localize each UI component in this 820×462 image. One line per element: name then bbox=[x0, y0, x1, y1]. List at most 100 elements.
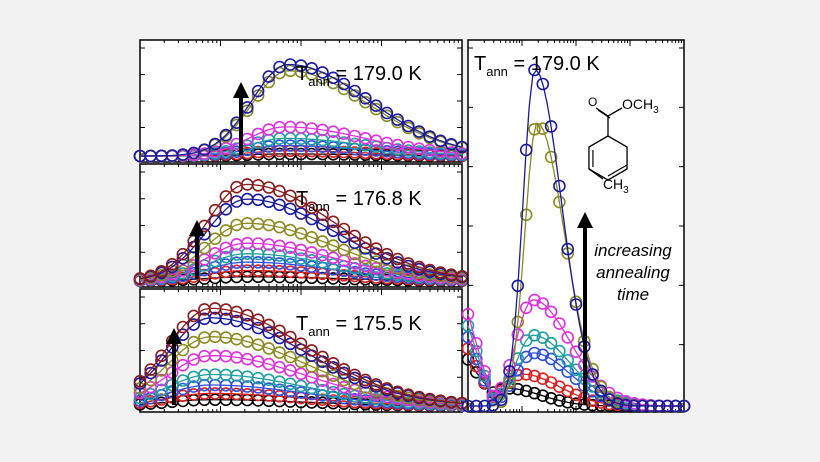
data-point bbox=[305, 62, 319, 75]
data-point bbox=[478, 399, 491, 413]
data-point bbox=[469, 399, 483, 413]
data-point bbox=[553, 317, 566, 330]
data-point bbox=[401, 257, 415, 270]
data-point bbox=[337, 243, 351, 257]
data-point bbox=[219, 224, 233, 237]
data-point bbox=[391, 113, 404, 126]
annealing-arrow bbox=[189, 220, 205, 279]
data-point bbox=[316, 350, 329, 364]
data-point bbox=[469, 336, 483, 350]
series-7 bbox=[133, 302, 469, 410]
temperature-prefix: T bbox=[296, 188, 308, 210]
series-line bbox=[140, 63, 463, 157]
data-point bbox=[553, 344, 566, 358]
data-point bbox=[519, 384, 533, 398]
data-point bbox=[219, 190, 233, 203]
annealing-arrow bbox=[577, 212, 593, 405]
ticks bbox=[139, 164, 462, 287]
data-point bbox=[511, 279, 525, 293]
c-o-double-bond-2 bbox=[597, 109, 611, 119]
data-point bbox=[528, 63, 541, 77]
data-point bbox=[511, 352, 525, 365]
series-line bbox=[140, 126, 463, 157]
data-point bbox=[461, 399, 475, 413]
data-point bbox=[219, 142, 233, 155]
data-point bbox=[636, 399, 649, 413]
temperature-prefix: T bbox=[296, 63, 308, 85]
data-point bbox=[241, 308, 254, 322]
data-point bbox=[586, 368, 599, 381]
data-point bbox=[294, 207, 308, 220]
data-point bbox=[144, 363, 157, 376]
data-point bbox=[133, 374, 147, 388]
data-point bbox=[511, 328, 525, 341]
data-point bbox=[155, 264, 168, 278]
panel-left-bottom: Tann = 175.5 K bbox=[133, 288, 469, 413]
data-point bbox=[544, 120, 558, 133]
temperature-value: = 179.0 K bbox=[330, 63, 422, 85]
data-point bbox=[359, 92, 372, 105]
temperature-label: Tann = 175.5 K bbox=[296, 313, 422, 339]
data-point bbox=[251, 313, 265, 327]
data-point bbox=[669, 399, 683, 413]
ester-label: OCH3 bbox=[622, 96, 659, 116]
series-line bbox=[139, 222, 463, 281]
temperature-subscript: ann bbox=[308, 199, 330, 214]
data-point bbox=[561, 353, 575, 367]
molecule-backdrop bbox=[572, 86, 676, 196]
arrow-head bbox=[577, 212, 593, 228]
data-point bbox=[391, 252, 404, 266]
series-4 bbox=[133, 236, 469, 287]
data-point bbox=[519, 143, 533, 157]
data-point bbox=[176, 358, 190, 372]
series-6 bbox=[133, 58, 469, 163]
data-point bbox=[369, 378, 383, 391]
arrow-head bbox=[166, 328, 182, 344]
data-point bbox=[326, 239, 340, 252]
data-point bbox=[553, 195, 566, 209]
data-point bbox=[369, 99, 383, 112]
data-point bbox=[251, 84, 265, 98]
data-point bbox=[208, 247, 222, 260]
data-point bbox=[627, 399, 641, 413]
data-point bbox=[561, 331, 575, 344]
data-point bbox=[219, 241, 233, 255]
temperature-prefix: T bbox=[474, 53, 486, 75]
data-point bbox=[536, 122, 550, 135]
data-point bbox=[348, 368, 362, 382]
data-point bbox=[528, 123, 541, 136]
data-point bbox=[586, 398, 599, 412]
data-point bbox=[176, 251, 190, 265]
data-point bbox=[176, 247, 190, 261]
data-point bbox=[326, 71, 340, 85]
methyl-bond bbox=[588, 168, 604, 180]
data-point bbox=[544, 391, 558, 405]
data-point bbox=[273, 346, 286, 359]
data-point bbox=[262, 342, 276, 355]
series-line bbox=[139, 261, 463, 282]
temperature-value: = 175.5 K bbox=[330, 313, 422, 335]
data-point bbox=[486, 389, 500, 403]
series-6 bbox=[461, 63, 691, 413]
data-point bbox=[326, 215, 340, 229]
data-point bbox=[511, 315, 525, 329]
data-point bbox=[569, 298, 583, 311]
data-point bbox=[176, 374, 190, 387]
data-point bbox=[294, 195, 308, 208]
data-point bbox=[536, 297, 550, 310]
data-point bbox=[144, 366, 157, 380]
data-point bbox=[165, 257, 179, 271]
data-point bbox=[176, 320, 190, 334]
data-point bbox=[380, 106, 394, 120]
data-point bbox=[262, 70, 276, 83]
data-point bbox=[273, 198, 286, 212]
data-point bbox=[208, 232, 222, 245]
arrow-label-line: increasing bbox=[594, 241, 672, 260]
data-point bbox=[219, 128, 233, 142]
data-point bbox=[594, 380, 608, 394]
data-point bbox=[208, 137, 222, 151]
arrow-head bbox=[189, 220, 205, 236]
data-point bbox=[326, 356, 340, 370]
data-point bbox=[434, 134, 447, 148]
